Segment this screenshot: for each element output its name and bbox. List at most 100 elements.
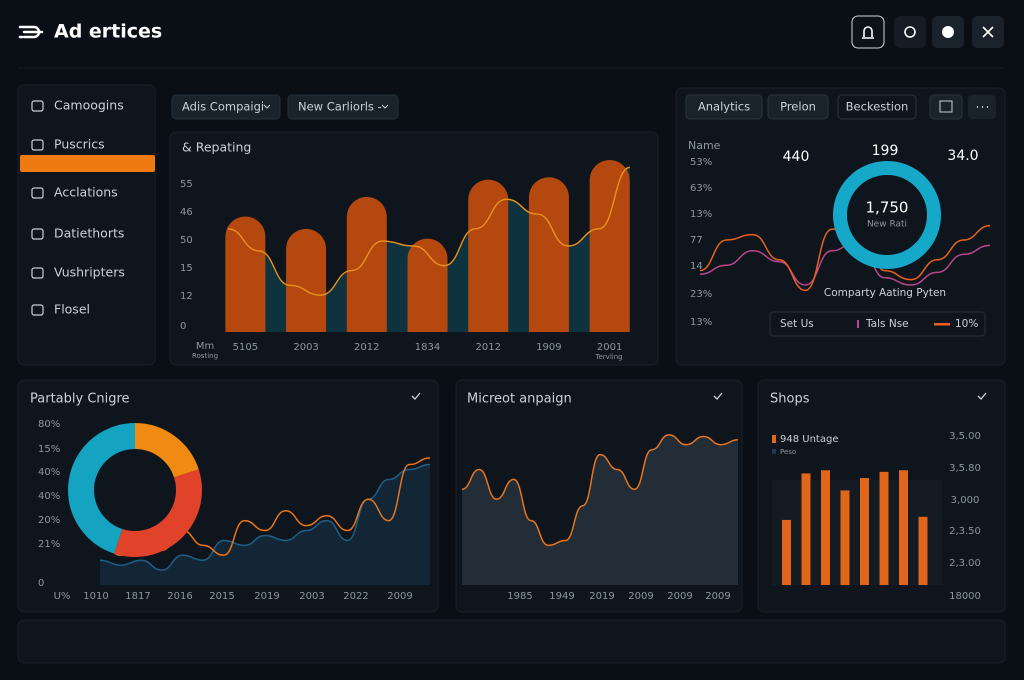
legend-box bbox=[769, 311, 986, 337]
nav-item[interactable]: Flosel bbox=[54, 302, 90, 317]
chevron bbox=[381, 104, 389, 109]
nav-icon bbox=[31, 139, 44, 151]
toolbar-button-label: Analytics bbox=[698, 100, 750, 114]
x-axis-label: 2003 bbox=[299, 591, 324, 602]
y-axis-label: 2,3.00 bbox=[949, 558, 981, 569]
dropdown[interactable] bbox=[171, 94, 281, 120]
nav-icon bbox=[31, 267, 44, 279]
bar bbox=[528, 177, 569, 332]
nav-item[interactable]: Acclations bbox=[54, 185, 118, 200]
bar bbox=[918, 516, 928, 585]
toolbar-button[interactable] bbox=[767, 94, 829, 120]
line bbox=[99, 463, 431, 571]
dropdown[interactable] bbox=[287, 94, 399, 120]
nav-item[interactable]: Puscrics bbox=[54, 137, 105, 152]
settings-button[interactable] bbox=[894, 16, 926, 48]
x-axis-label: 2019 bbox=[254, 591, 279, 602]
y-axis-label: 3,5.80 bbox=[949, 463, 981, 474]
x-axis-label: 1817 bbox=[125, 591, 150, 602]
bar bbox=[346, 196, 387, 332]
app-title: Ad ertices bbox=[54, 21, 162, 43]
axis-label: Mm bbox=[196, 341, 214, 352]
x-axis-label: 2022 bbox=[343, 591, 368, 602]
nav-icon bbox=[31, 187, 44, 199]
toolbar-button[interactable] bbox=[837, 94, 917, 120]
nav-icon bbox=[31, 100, 44, 112]
legend-swatch bbox=[772, 435, 776, 443]
x-axis-label: 2019 bbox=[589, 591, 614, 602]
flower-icon bbox=[942, 26, 954, 38]
x-axis-label: 1909 bbox=[536, 342, 561, 353]
nav-item[interactable]: Camoogins bbox=[54, 98, 124, 113]
x-axis-label: 5105 bbox=[233, 342, 258, 353]
x-axis-label: 2016 bbox=[167, 591, 192, 602]
y-axis-label: 21% bbox=[38, 539, 60, 550]
toolbar-button[interactable] bbox=[685, 94, 763, 120]
y-axis-label: 23% bbox=[690, 289, 712, 300]
x-axis-label: 2009 bbox=[667, 591, 692, 602]
axis-sublabel: Rosting bbox=[192, 352, 218, 360]
legend-swatch bbox=[772, 449, 776, 454]
x-axis-label: 1010 bbox=[83, 591, 108, 602]
bar bbox=[840, 490, 850, 585]
nav-item[interactable]: Datiethorts bbox=[54, 226, 124, 241]
stat-value: 199 bbox=[872, 143, 899, 159]
nav-item[interactable]: Vushripters bbox=[54, 265, 125, 280]
x-axis-label: 2003 bbox=[293, 342, 318, 353]
nav-icon bbox=[31, 304, 44, 316]
y-axis-label: 50 bbox=[180, 235, 193, 246]
logo bbox=[18, 25, 44, 39]
x-axis-label: 1949 bbox=[549, 591, 574, 602]
check-icon[interactable] bbox=[977, 392, 987, 400]
chevron bbox=[263, 104, 271, 109]
y-axis-label: 46 bbox=[180, 207, 193, 218]
y-axis-label: 40% bbox=[38, 491, 60, 502]
donut-segment bbox=[68, 423, 202, 557]
bar bbox=[225, 216, 266, 332]
y-axis-label: 77 bbox=[690, 235, 703, 246]
area bbox=[462, 434, 738, 585]
y-axis-label: 55 bbox=[180, 179, 193, 190]
x-axis-label: U% bbox=[54, 591, 71, 602]
caption: Comparty Aating Pyten bbox=[824, 287, 946, 299]
x-axis-label: 2001 bbox=[597, 342, 622, 353]
line bbox=[461, 434, 739, 547]
dropdown-label: Adis Compaigi bbox=[182, 100, 264, 114]
calendar-button[interactable] bbox=[929, 94, 963, 120]
y-axis-label: 3,5.00 bbox=[949, 431, 981, 442]
y-axis-label: 13% bbox=[690, 209, 712, 220]
bar bbox=[899, 470, 908, 585]
bar bbox=[407, 238, 448, 332]
stat-value: 34.0 bbox=[947, 148, 978, 164]
y-axis-label: 20% bbox=[38, 515, 60, 526]
toolbar-button-label: Beckestion bbox=[846, 100, 909, 114]
legend-label: Set Us bbox=[780, 318, 814, 330]
bar bbox=[468, 179, 509, 332]
settings-icon bbox=[904, 26, 916, 38]
x-axis-label: 2012 bbox=[354, 342, 379, 353]
name-label: Name bbox=[688, 139, 721, 152]
close-icon bbox=[982, 26, 994, 38]
bar bbox=[821, 470, 830, 585]
y-axis-label: 13% bbox=[690, 317, 712, 328]
y-axis-label: 0 bbox=[38, 578, 44, 589]
x-axis-label: 1834 bbox=[415, 342, 440, 353]
x-axis-label: 2009 bbox=[705, 591, 730, 602]
bell-button[interactable] bbox=[851, 15, 885, 49]
check-icon[interactable] bbox=[713, 392, 723, 400]
area bbox=[100, 464, 430, 585]
x-axis-label: 2012 bbox=[475, 342, 500, 353]
y-axis-label: 14 bbox=[690, 261, 703, 272]
footer-bar bbox=[17, 619, 1006, 664]
x-axis-label: 1985 bbox=[507, 591, 532, 602]
donut-label: New Rati bbox=[867, 220, 907, 230]
check-icon[interactable] bbox=[411, 392, 421, 400]
y-axis-label: 40% bbox=[38, 467, 60, 478]
y-axis-label: 3,000 bbox=[951, 495, 980, 506]
x-axis-label: 2015 bbox=[209, 591, 234, 602]
y-axis-label: 0 bbox=[180, 321, 186, 332]
bar bbox=[286, 228, 327, 332]
y-axis-label: 15% bbox=[38, 444, 60, 455]
legend-entry: 948 Untage bbox=[780, 434, 838, 445]
bell-icon bbox=[862, 26, 874, 39]
